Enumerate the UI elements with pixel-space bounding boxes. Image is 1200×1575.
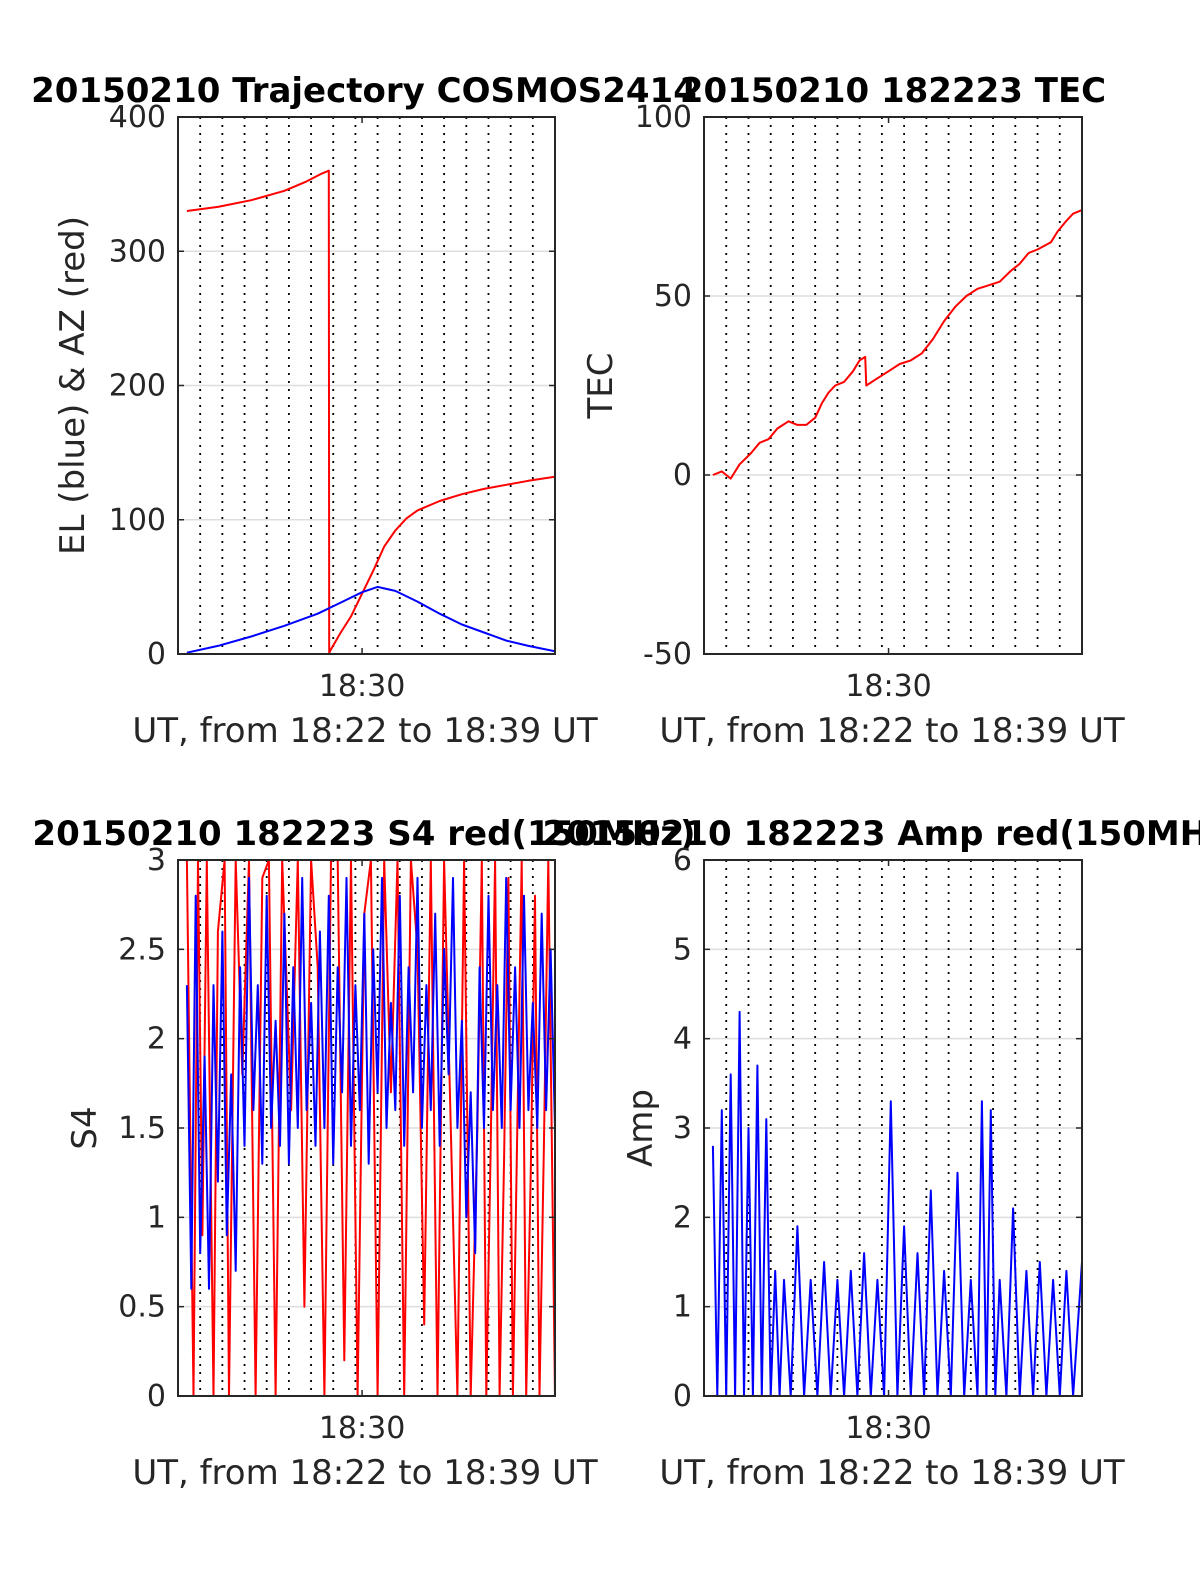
- y-axis-label: TEC: [581, 353, 621, 420]
- y-tick-label: 2.5: [118, 932, 166, 967]
- s4-series-group: [185, 860, 555, 1396]
- s4-series-line-0: [185, 860, 555, 1396]
- y-axis-label: EL (blue) & AZ (red): [53, 216, 93, 555]
- y-tick-label: 3: [673, 1111, 692, 1146]
- s4-series-line-1: [185, 876, 555, 1290]
- y-tick-label: 0.5: [118, 1290, 166, 1325]
- x-tick-label: 18:30: [845, 669, 931, 704]
- x-tick-label: 18:30: [319, 1411, 405, 1446]
- y-tick-label: 400: [109, 100, 166, 135]
- amp-series-line-0: [711, 1010, 1082, 1396]
- y-axis-label: S4: [65, 1106, 105, 1149]
- x-axis-label: UT, from 18:22 to 18:39 UT: [659, 1453, 1125, 1493]
- y-tick-label: 200: [109, 369, 166, 404]
- x-axis-label: UT, from 18:22 to 18:39 UT: [659, 711, 1125, 751]
- y-axis-label: Amp: [621, 1089, 661, 1167]
- trajectory-series-group: [186, 169, 555, 654]
- y-tick-label: 1.5: [118, 1111, 166, 1146]
- x-tick-label: 18:30: [319, 669, 405, 704]
- y-tick-label: 100: [635, 100, 692, 135]
- trajectory-panel: 0 100 200 300 400 18:30 UT, from 18:22 to 18:3…: [31, 71, 697, 751]
- y-tick-label: -50: [643, 637, 692, 672]
- amp-panel: 0 1 2 3 4 5 6 18:30 UT, from 18:22 to 18:39 UT Am…: [542, 814, 1200, 1493]
- x-axis-label: UT, from 18:22 to 18:39 UT: [132, 1453, 598, 1493]
- y-tick-label: 0: [147, 1379, 166, 1414]
- trajectory-series-line-1: [186, 585, 555, 654]
- chart-title: 20150210 182223 S4 red(150MHz): [32, 814, 695, 854]
- s4-panel: 0 0.5 1 1.5 2 2.5 3 18:30 UT, from 18:22 to 18:3…: [32, 814, 695, 1493]
- y-tick-label: 0: [673, 458, 692, 493]
- tec-axes-frame: [703, 116, 1083, 655]
- y-tick-label: 100: [109, 503, 166, 538]
- tec-panel: -50 0 50 100 18:30 UT, from 18:22 to 18:39 UT…: [581, 71, 1125, 751]
- chart-title: 20150210 182223 TEC: [680, 71, 1106, 111]
- chart-title: 20150210 182223 Amp red(150MHz): [542, 814, 1200, 854]
- x-axis-label: UT, from 18:22 to 18:39 UT: [132, 711, 598, 751]
- y-tick-label: 6: [673, 843, 692, 878]
- tec-series-line-0: [712, 209, 1082, 480]
- x-tick-label: 18:30: [845, 1411, 931, 1446]
- y-tick-label: 4: [673, 1022, 692, 1057]
- y-tick-label: 0: [673, 1379, 692, 1414]
- y-tick-label: 0: [147, 637, 166, 672]
- y-tick-label: 1: [147, 1200, 166, 1235]
- y-tick-label: 5: [673, 932, 692, 967]
- amp-series-group: [711, 1010, 1082, 1396]
- y-tick-label: 1: [673, 1290, 692, 1325]
- trajectory-series-line-0: [186, 169, 555, 654]
- y-tick-label: 3: [147, 843, 166, 878]
- y-tick-label: 300: [109, 234, 166, 269]
- tec-series-group: [712, 209, 1082, 480]
- chart-title: 20150210 Trajectory COSMOS2414: [31, 71, 697, 111]
- y-tick-label: 2: [673, 1200, 692, 1235]
- y-tick-label: 2: [147, 1022, 166, 1057]
- y-tick-label: 50: [654, 279, 692, 314]
